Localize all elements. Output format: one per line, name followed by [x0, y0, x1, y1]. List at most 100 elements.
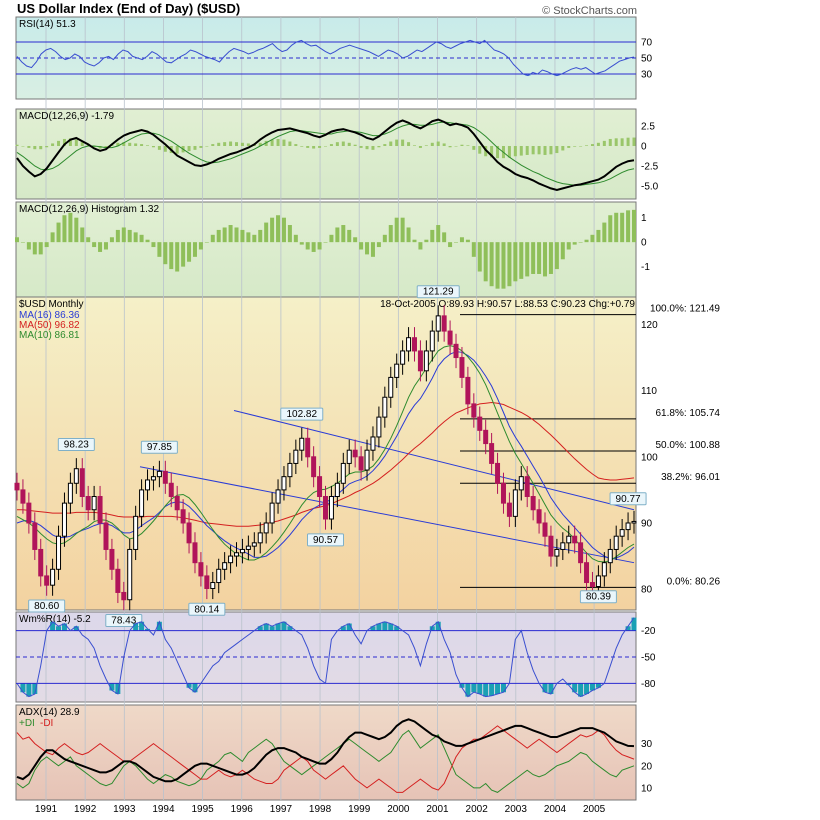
rsi-line: [16, 39, 635, 77]
histogram-bar: [477, 242, 482, 272]
histogram-bar: [590, 234, 595, 243]
macd-tick-label: 0: [641, 142, 647, 153]
candle-body: [429, 330, 435, 352]
macd-hist-bar: [412, 145, 416, 146]
histogram-bar: [448, 242, 453, 248]
histogram-bar: [252, 234, 257, 243]
histogram-bar: [608, 215, 613, 243]
candle-body: [323, 496, 328, 520]
fib-level-label: 100.0%: 121.49: [650, 304, 720, 315]
price-tick-label: 100: [641, 452, 658, 463]
histogram-tick-label: -1: [641, 262, 650, 273]
histogram-bar: [614, 212, 619, 243]
histogram-bar: [442, 232, 447, 243]
macd-hist-bar: [555, 146, 559, 154]
candle-body: [287, 462, 293, 478]
histogram-bar: [281, 217, 286, 243]
year-gridlines: [45, 17, 595, 800]
macd-hist-bar: [187, 146, 191, 152]
macd-hist-bar: [92, 146, 96, 148]
macd-hist-bar: [365, 146, 369, 150]
candle-body: [352, 449, 358, 458]
macd-hist-bar: [602, 140, 606, 146]
candle-body: [139, 489, 145, 517]
histogram-bar: [519, 242, 524, 279]
fib-level-label: 61.8%: 105.74: [656, 408, 721, 419]
candle-body: [192, 542, 198, 564]
macd-hist-bar: [608, 138, 612, 146]
candle-body: [299, 437, 305, 451]
histogram-bar: [133, 232, 138, 243]
rsi-series: 70 50 30: [16, 38, 653, 81]
candle-body: [477, 416, 483, 431]
histogram-bar: [471, 242, 476, 257]
williams-r-tick-label: -20: [641, 626, 656, 637]
macd-hist-bar: [193, 146, 197, 150]
macd-hist-bar: [531, 146, 535, 155]
candle-body: [453, 343, 459, 359]
candle-body: [631, 520, 637, 524]
macd-label: MACD(12,26,9) -1.79: [19, 111, 114, 122]
histogram-bar: [596, 229, 601, 243]
candle-body: [607, 548, 613, 564]
histogram-bar: [525, 242, 530, 277]
histogram-bar: [216, 229, 221, 243]
chart-title: US Dollar Index (End of Day) ($USD): [17, 1, 240, 16]
price-annotation-box: [105, 614, 143, 628]
macd-hist-bar: [585, 145, 589, 146]
plus-di-legend: +DI: [19, 718, 35, 729]
williams-r-series: -20 -50 -80: [16, 617, 656, 698]
histogram-bar: [38, 242, 43, 255]
price-annotation: 78.43: [111, 616, 136, 627]
macd-hist-bar: [74, 139, 78, 146]
candle-body: [20, 489, 26, 504]
macd-hist-bar: [80, 142, 84, 146]
histogram-bar: [335, 227, 340, 243]
histogram-bar: [430, 229, 435, 243]
histogram-bar: [240, 229, 245, 243]
macd-series: 2.5 0 -2.5 -5.0: [15, 118, 659, 193]
candle-body: [423, 350, 429, 372]
histogram-bar: [317, 242, 322, 250]
macd-hist-bar: [116, 142, 120, 146]
histogram-bar: [382, 234, 387, 243]
candle-body: [364, 449, 370, 471]
macd-hist-bar: [401, 139, 405, 146]
adx-panel: [15, 704, 637, 801]
candle-body: [334, 482, 340, 498]
price-annotation: 90.57: [313, 535, 338, 546]
candle-body: [411, 337, 417, 352]
price-annotation-box: [280, 407, 324, 421]
candle-body: [382, 396, 388, 418]
macd-hist-bar: [128, 142, 132, 146]
histogram-bar: [15, 237, 19, 243]
histogram-bar: [347, 229, 352, 243]
candle-body: [554, 548, 560, 557]
ma50-legend: MA(50) 96.82: [19, 320, 80, 331]
histogram-bar: [489, 242, 494, 287]
candle-body: [50, 568, 56, 586]
macd-hist-bar: [240, 142, 244, 146]
x-axis: 1991 1992 1993 1994 1995 1996 1997 1998 1999 2000…: [35, 804, 606, 815]
candle-body: [471, 403, 477, 418]
x-tick-label: 1992: [74, 804, 97, 815]
rsi-tick-label: 30: [641, 70, 653, 81]
macd-hist-bar: [543, 146, 547, 155]
histogram-bar: [424, 239, 429, 243]
macd-hist-bar: [335, 142, 339, 146]
candle-body: [542, 522, 548, 537]
macd-hist-bar: [276, 138, 280, 146]
histogram-bar: [68, 212, 73, 243]
histogram-bar: [323, 242, 328, 243]
candle-body: [376, 416, 382, 438]
histogram-bar: [305, 242, 310, 250]
williams-r-tick-label: -50: [641, 653, 656, 664]
histogram-bar: [121, 227, 126, 243]
candle-body: [489, 443, 495, 464]
histogram-bar: [187, 242, 192, 262]
price-annotation-box: [609, 492, 647, 506]
candle-body: [406, 337, 412, 352]
candle-body: [311, 456, 317, 478]
macd-hist-bar: [312, 146, 316, 149]
candle-body: [370, 436, 376, 451]
